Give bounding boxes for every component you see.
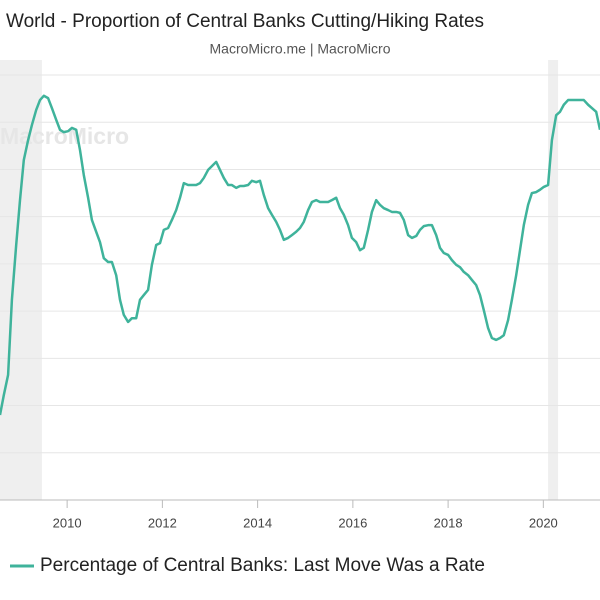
shaded-region	[0, 60, 42, 500]
x-tick-label: 2014	[243, 515, 272, 530]
watermark: MacroMicro	[0, 123, 129, 149]
chart-title: World - Proportion of Central Banks Cutt…	[6, 11, 484, 32]
plot	[0, 94, 600, 416]
shaded-regions	[0, 60, 559, 500]
x-tick-label: 2020	[529, 515, 558, 530]
legend: Percentage of Central Banks: Last Move W…	[10, 555, 485, 576]
x-tick-label: 2012	[148, 515, 177, 530]
x-tick-label: 2016	[338, 515, 367, 530]
data-line	[0, 94, 600, 416]
grid	[0, 74, 600, 501]
x-tick-label: 2018	[434, 515, 463, 530]
shaded-region	[548, 60, 559, 500]
x-axis: 2010 2012 2014 2016 2018 2020	[53, 500, 558, 530]
legend-label: Percentage of Central Banks: Last Move W…	[40, 555, 485, 576]
chart-subtitle: MacroMicro.me | MacroMicro	[210, 41, 391, 57]
x-tick-label: 2010	[53, 515, 82, 530]
